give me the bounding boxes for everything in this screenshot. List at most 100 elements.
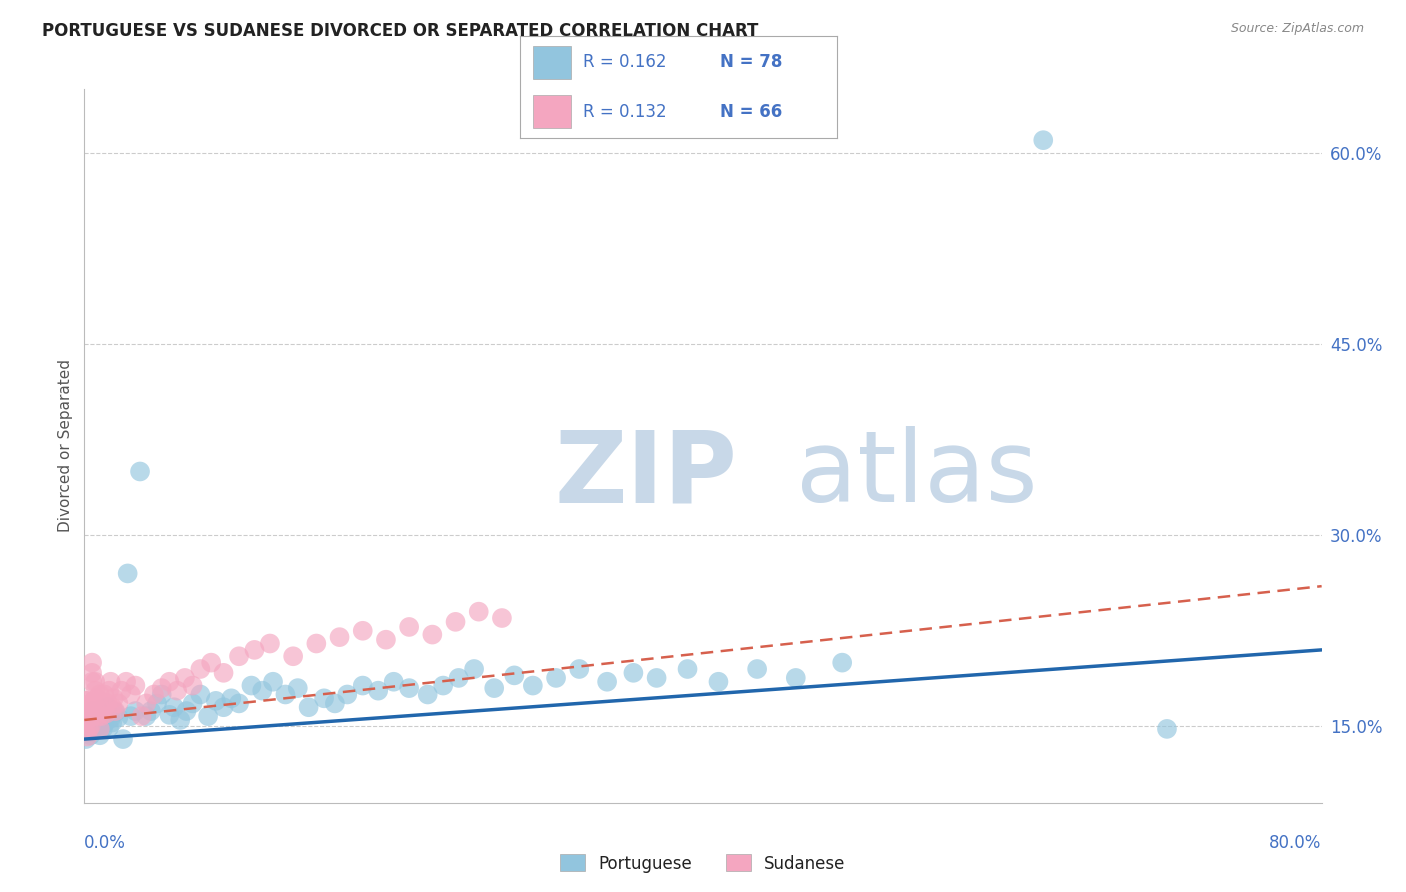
Point	[83, 709, 105, 723]
Point	[328, 630, 352, 644]
Point	[100, 674, 122, 689]
Point	[197, 709, 219, 723]
Text: R = 0.162: R = 0.162	[583, 54, 666, 71]
Point	[86, 704, 108, 718]
Point	[117, 566, 139, 581]
Point	[352, 624, 374, 638]
Point	[139, 704, 162, 718]
Point	[274, 688, 297, 702]
Point	[83, 694, 105, 708]
Point	[93, 688, 115, 702]
Point	[169, 713, 191, 727]
Point	[181, 679, 204, 693]
Point	[91, 722, 114, 736]
Point	[120, 709, 142, 723]
Point	[93, 716, 115, 731]
Point	[503, 668, 526, 682]
Point	[77, 716, 100, 731]
Point	[163, 700, 186, 714]
Point	[745, 662, 768, 676]
Point	[831, 656, 853, 670]
Point	[79, 706, 101, 721]
Text: PORTUGUESE VS SUDANESE DIVORCED OR SEPARATED CORRELATION CHART: PORTUGUESE VS SUDANESE DIVORCED OR SEPAR…	[42, 22, 759, 40]
Point	[150, 681, 173, 695]
Point	[84, 713, 107, 727]
Point	[84, 674, 107, 689]
Point	[463, 662, 485, 676]
Point	[75, 732, 97, 747]
Point	[89, 703, 111, 717]
Point	[90, 712, 112, 726]
Point	[131, 709, 153, 723]
Point	[382, 674, 405, 689]
Text: N = 78: N = 78	[720, 54, 782, 71]
Point	[87, 709, 110, 723]
Text: ZIP: ZIP	[554, 426, 737, 523]
Point	[79, 697, 101, 711]
Point	[1032, 133, 1054, 147]
Point	[374, 632, 398, 647]
Point	[212, 700, 235, 714]
Y-axis label: Divorced or Separated: Divorced or Separated	[58, 359, 73, 533]
Point	[422, 627, 444, 641]
Point	[91, 704, 114, 718]
Point	[86, 722, 108, 736]
Point	[135, 709, 157, 723]
Point	[77, 722, 100, 736]
Point	[323, 697, 346, 711]
Point	[135, 697, 157, 711]
Point	[83, 722, 105, 736]
Point	[312, 691, 335, 706]
Point	[104, 704, 127, 718]
Point	[82, 719, 104, 733]
Point	[432, 679, 454, 693]
Point	[219, 691, 242, 706]
Point	[79, 719, 101, 733]
Point	[352, 679, 374, 693]
Point	[103, 691, 125, 706]
Point	[83, 704, 105, 718]
Point	[101, 715, 124, 730]
Point	[188, 662, 211, 676]
Point	[444, 615, 467, 629]
Point	[200, 656, 222, 670]
Point	[228, 649, 250, 664]
Point	[491, 611, 513, 625]
Point	[100, 712, 122, 726]
Point	[568, 662, 591, 676]
Point	[120, 688, 142, 702]
Point	[77, 700, 100, 714]
Point	[546, 671, 568, 685]
Point	[150, 688, 173, 702]
Point	[484, 681, 506, 695]
Point	[75, 722, 97, 736]
Point	[281, 649, 305, 664]
Point	[94, 706, 117, 721]
Point	[75, 706, 97, 721]
Point	[115, 674, 138, 689]
Point	[262, 674, 284, 689]
Point	[645, 671, 668, 685]
Point	[398, 681, 420, 695]
Point	[1156, 722, 1178, 736]
Point	[416, 688, 439, 702]
Point	[124, 679, 146, 693]
Point	[76, 713, 98, 727]
Text: R = 0.132: R = 0.132	[583, 103, 666, 120]
Point	[89, 728, 111, 742]
Text: 0.0%: 0.0%	[84, 834, 127, 852]
Point	[75, 694, 97, 708]
Point	[112, 732, 135, 747]
Text: N = 66: N = 66	[720, 103, 782, 120]
Point	[297, 700, 319, 714]
Point	[166, 683, 188, 698]
Point	[77, 722, 100, 736]
Point	[76, 730, 98, 744]
Point	[82, 713, 104, 727]
Point	[212, 665, 235, 680]
Point	[676, 662, 699, 676]
Point	[336, 688, 359, 702]
Point	[159, 674, 180, 689]
Point	[86, 691, 108, 706]
Point	[87, 709, 110, 723]
